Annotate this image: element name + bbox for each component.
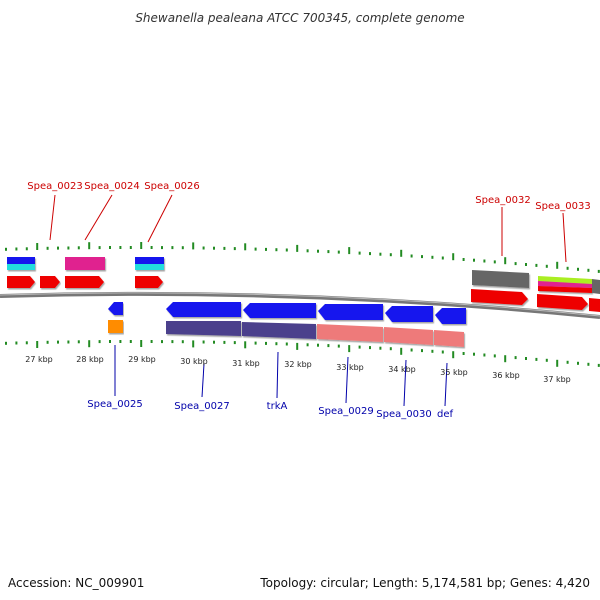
gene-box-red[interactable] [538, 286, 592, 293]
kbp-label: 27 kbp [25, 355, 53, 364]
gene-box-pink[interactable] [434, 330, 464, 347]
gene-label-reverse[interactable]: Spea_0027 [174, 401, 229, 412]
gene-box-orange[interactable] [108, 320, 123, 333]
gene-arrow-red[interactable] [135, 276, 163, 288]
kbp-label: 35 kbp [440, 368, 468, 377]
gene-arrow-blue[interactable] [318, 304, 383, 320]
genome-summary-text: Topology: circular; Length: 5,174,581 bp… [259, 576, 590, 590]
genome-title: Shewanella pealeana ATCC 700345, complet… [135, 11, 464, 25]
gene-box-purple[interactable] [242, 322, 316, 339]
gene-arrow-red[interactable] [471, 289, 528, 305]
gene-box-magenta[interactable] [538, 281, 592, 288]
gene-label-reverse[interactable]: def [437, 409, 454, 420]
gene-arrow-blue[interactable] [108, 302, 123, 315]
gene-track [7, 257, 600, 347]
kbp-label: 34 kbp [388, 365, 416, 374]
gene-arrow-red[interactable] [7, 276, 35, 288]
gene-label-reverse[interactable]: Spea_0025 [87, 399, 142, 410]
gene-box-magenta[interactable] [65, 257, 105, 270]
gene-label-reverse[interactable]: trkA [267, 401, 288, 412]
gene-box-pink[interactable] [317, 324, 383, 342]
accession-text: Accession: NC_009901 [8, 576, 144, 590]
gene-box-blue[interactable] [135, 257, 164, 264]
gene-box-cyan[interactable] [135, 264, 164, 270]
gene-box-lime[interactable] [538, 276, 592, 284]
kbp-label: 30 kbp [180, 357, 208, 366]
kbp-label: 32 kbp [284, 360, 312, 369]
gene-label-reverse[interactable]: Spea_0029 [318, 406, 373, 417]
gene-label-forward[interactable]: Spea_0033 [535, 201, 590, 212]
genome-backbone-highlight [0, 292, 600, 317]
gene-arrow-red[interactable] [537, 294, 588, 310]
gene-box-blue[interactable] [7, 257, 35, 264]
kbp-label: 33 kbp [336, 363, 364, 372]
kbp-label: 36 kbp [492, 371, 520, 380]
kbp-label: 28 kbp [76, 355, 104, 364]
gene-arrow-blue[interactable] [435, 308, 466, 324]
forward-tick-track [5, 242, 600, 273]
gene-label-forward[interactable]: Spea_0023 [27, 181, 82, 192]
gene-box-purple[interactable] [166, 321, 241, 336]
gene-box-cyan[interactable] [7, 264, 35, 270]
gene-arrow-blue[interactable] [385, 306, 433, 322]
genome-backbone [0, 291, 600, 319]
gene-arrow-red[interactable] [40, 276, 60, 288]
gene-arrow-blue[interactable] [166, 302, 241, 317]
gene-label-forward[interactable]: Spea_0026 [144, 181, 199, 192]
gene-label-reverse[interactable]: Spea_0030 [376, 409, 431, 420]
forward-callout-lines [49, 194, 567, 263]
reverse-callout-lines [114, 345, 448, 407]
gene-box-gray[interactable] [592, 279, 600, 294]
reverse-tick-track [5, 340, 600, 367]
kbp-label: 31 kbp [232, 359, 260, 368]
gene-arrow-red[interactable] [589, 298, 600, 312]
gene-box-gray[interactable] [472, 270, 529, 288]
gene-box-pink[interactable] [384, 327, 433, 345]
gene-label-forward[interactable]: Spea_0032 [475, 195, 530, 206]
gene-label-forward[interactable]: Spea_0024 [84, 181, 139, 192]
gene-arrow-red[interactable] [65, 276, 104, 288]
kbp-label: 37 kbp [543, 375, 571, 384]
kbp-label: 29 kbp [128, 355, 156, 364]
gene-arrow-blue[interactable] [243, 303, 316, 318]
